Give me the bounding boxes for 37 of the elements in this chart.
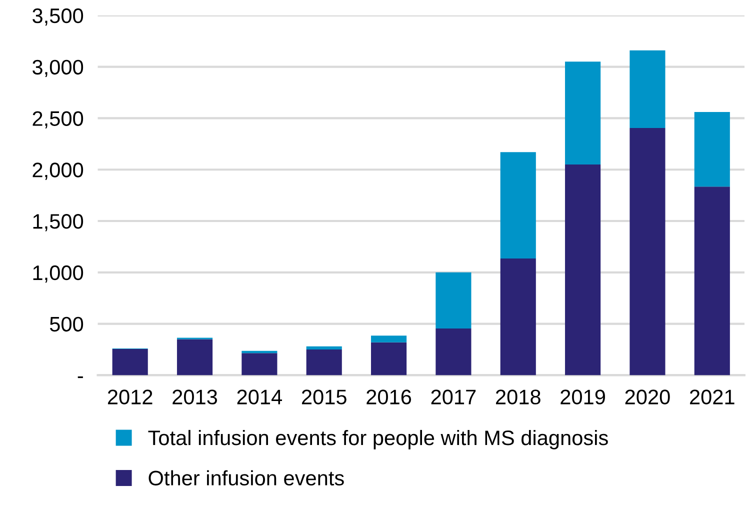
bar — [565, 62, 601, 164]
bar — [371, 336, 407, 342]
bar — [565, 164, 601, 376]
bar — [242, 353, 278, 376]
y-tick-label: 3,500 — [32, 8, 84, 26]
y-tick-label: 3,000 — [32, 60, 84, 78]
y-tick-label: 1,000 — [33, 265, 84, 283]
bar — [112, 349, 148, 376]
y-tick-label: 500 — [50, 316, 84, 332]
y-tick-label: 1,500 — [33, 214, 84, 232]
bar — [436, 328, 472, 376]
x-tick-label: 2015 — [302, 390, 346, 404]
x-tick-label: 2020 — [625, 390, 670, 404]
x-tick-label: 2019 — [560, 390, 605, 404]
bar — [694, 112, 730, 187]
bar — [436, 272, 472, 328]
bar — [630, 128, 666, 376]
x-tick-label: 2013 — [172, 390, 218, 404]
legend-label: Other infusion events — [148, 470, 344, 486]
x-tick-label: 2016 — [366, 390, 412, 404]
x-tick-label: 2021 — [690, 390, 734, 404]
legend-label: Total infusion events for people with MS diagnosis — [148, 430, 608, 450]
bar — [500, 258, 536, 376]
x-tick-label: 2014 — [237, 390, 282, 404]
y-tick-label: - — [78, 376, 83, 378]
bar — [630, 50, 666, 128]
x-tick-label: 2018 — [496, 390, 540, 404]
bar — [694, 186, 730, 376]
x-tick-label: 2012 — [108, 390, 152, 404]
y-tick-label: 2,000 — [32, 162, 84, 180]
bar — [500, 152, 536, 259]
x-tick-label: 2017 — [431, 390, 476, 404]
bar — [306, 350, 342, 376]
bar — [176, 339, 213, 376]
y-tick-label: 2,500 — [32, 111, 84, 128]
bar — [306, 346, 342, 350]
bar — [371, 342, 407, 376]
